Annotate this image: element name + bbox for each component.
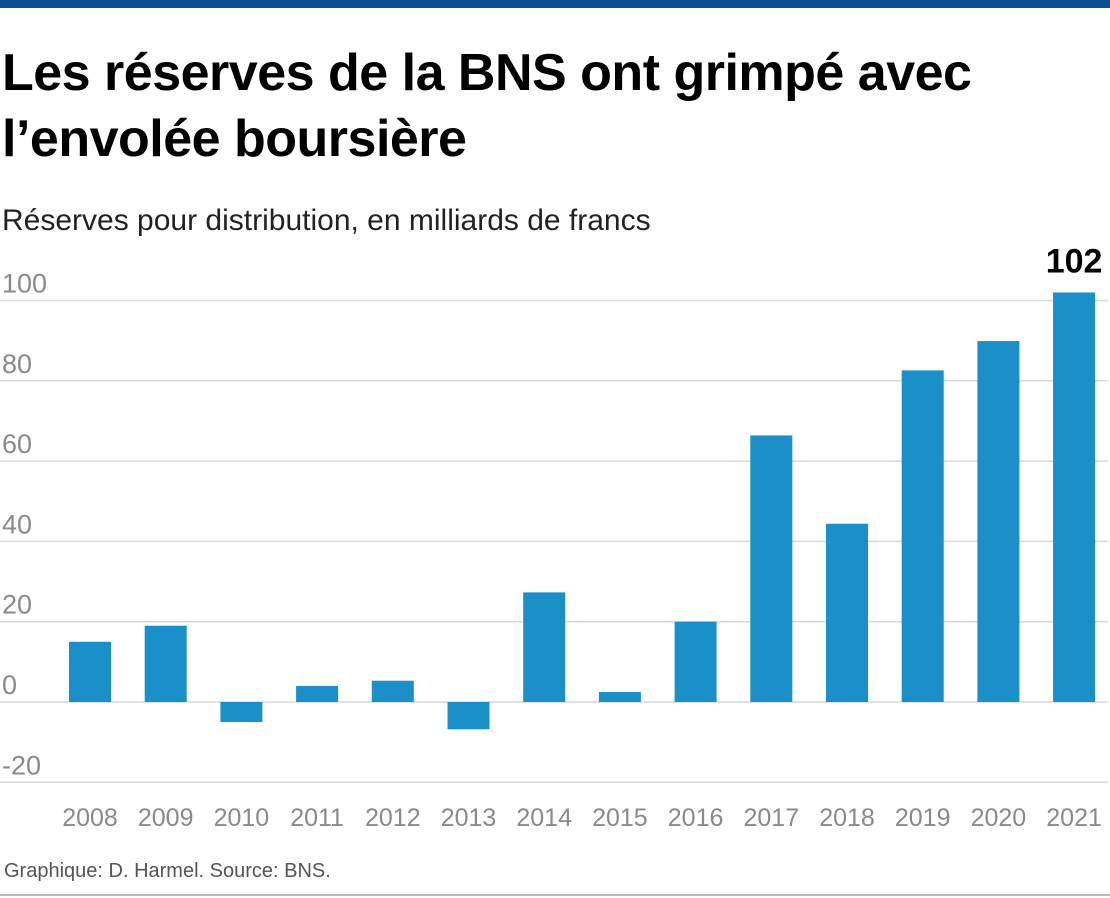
source-note: Graphique: D. Harmel. Source: BNS.	[4, 860, 331, 882]
bar-2012	[371, 680, 414, 702]
y-tick-label: 80	[2, 349, 32, 379]
x-tick-label: 2021	[1046, 804, 1102, 832]
bar-2016	[674, 621, 717, 702]
label-layer: 100 80 60 40 20 0 -20 2008 2009 2010 2011 2012 2013 2…	[2, 242, 1102, 832]
x-tick-label: 2017	[743, 804, 799, 832]
x-tick-label: 2016	[668, 804, 724, 832]
bar-2017	[750, 435, 793, 702]
x-tick-label: 2019	[895, 804, 951, 832]
x-tick-label: 2020	[971, 804, 1027, 832]
bar-2014	[523, 592, 566, 702]
top-accent-bar	[0, 0, 1110, 8]
x-tick-label: 2009	[138, 804, 194, 832]
y-tick-label: 0	[2, 670, 17, 700]
y-tick-label: 100	[2, 269, 47, 299]
bar-layer	[69, 292, 1096, 730]
x-tick-label: 2010	[214, 804, 270, 832]
x-tick-label: 2013	[441, 804, 497, 832]
y-tick-label: 60	[2, 429, 32, 459]
bar-2010	[220, 702, 263, 723]
bottom-rule	[0, 894, 1110, 896]
bar-2013	[447, 702, 490, 730]
bar-2020	[977, 341, 1020, 702]
x-tick-label: 2014	[516, 804, 572, 832]
chart-title: Les réserves de la BNS ont grimpé avec l…	[2, 44, 972, 168]
bar-2019	[901, 370, 944, 702]
bar-2008	[69, 641, 111, 702]
data-label-2021: 102	[1046, 242, 1103, 280]
x-tick-label: 2012	[365, 804, 421, 832]
y-tick-label: 20	[2, 590, 32, 620]
bar-2011	[296, 685, 339, 702]
x-tick-label: 2015	[592, 804, 648, 832]
y-tick-label: 40	[2, 509, 32, 539]
y-tick-label: -20	[2, 750, 41, 780]
x-tick-label: 2018	[819, 804, 875, 832]
x-tick-label: 2011	[290, 804, 344, 832]
bar-2015	[598, 691, 641, 702]
bar-2018	[826, 523, 868, 702]
bar-2021	[1053, 292, 1096, 702]
bar-2009	[144, 625, 187, 702]
x-tick-label: 2008	[62, 804, 118, 832]
chart-subtitle: Réserves pour distribution, en milliards…	[2, 204, 651, 237]
